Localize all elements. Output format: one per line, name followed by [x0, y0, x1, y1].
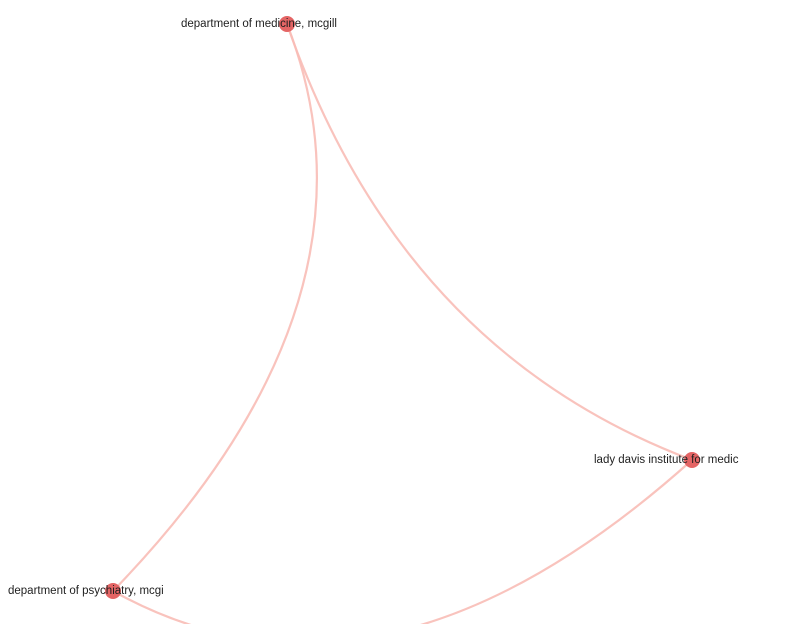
- edge-medicine-psychiatry: [111, 22, 318, 593]
- node-label-psychiatry: department of psychiatry, mcgi: [8, 585, 164, 597]
- edge-psychiatry-ladydavis: [111, 458, 694, 624]
- labels-layer: department of medicine, mcgill lady davis…: [8, 18, 739, 597]
- edge-medicine-ladydavis: [285, 22, 694, 462]
- node-ladydavis[interactable]: [684, 452, 700, 468]
- node-psychiatry[interactable]: [105, 583, 121, 599]
- nodes-layer: [105, 16, 700, 599]
- node-label-ladydavis: lady davis institute for medic: [594, 454, 739, 466]
- node-medicine[interactable]: [279, 16, 295, 32]
- edges-layer: [111, 22, 694, 624]
- node-label-medicine: department of medicine, mcgill: [181, 18, 337, 30]
